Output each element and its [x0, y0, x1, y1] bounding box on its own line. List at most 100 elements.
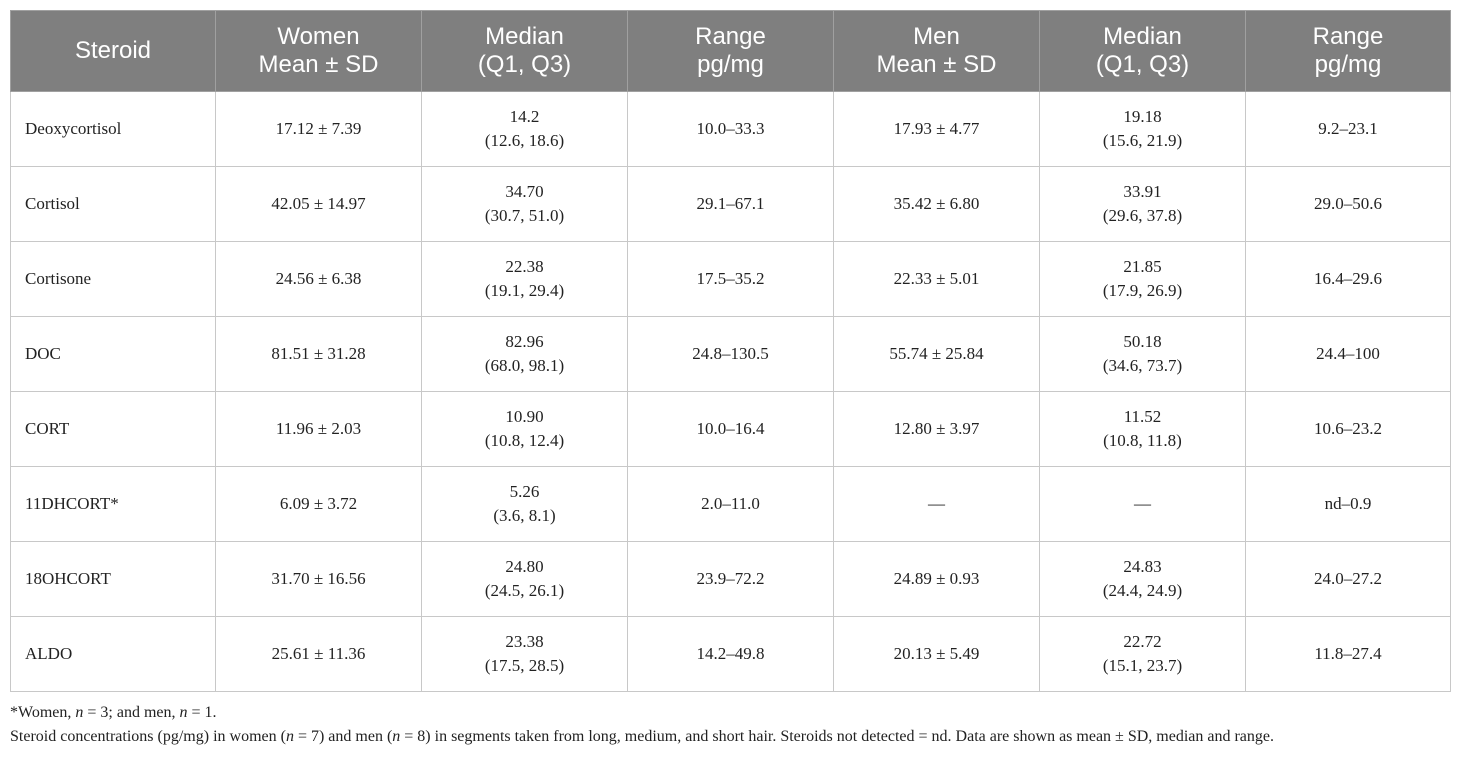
value-cell: 14.2 (12.6, 18.6)	[421, 91, 628, 167]
value-cell: 29.1–67.1	[627, 166, 834, 242]
cell-text: 55.74 ± 25.84	[889, 344, 984, 363]
cell-text: 31.70 ± 16.56	[271, 569, 366, 588]
column-header-line: Mean ± SD	[258, 51, 379, 78]
table-notes: *Women, n = 3; and men, n = 1. Steroid c…	[10, 701, 1455, 749]
value-cell: nd–0.9	[1245, 466, 1451, 542]
cell-text: 24.8–130.5	[692, 344, 769, 363]
cell-text: 29.0–50.6	[1314, 194, 1382, 213]
cell-text: 19.18	[1123, 107, 1162, 126]
value-cell: 17.5–35.2	[627, 241, 834, 317]
cell-text: 29.1–67.1	[696, 194, 765, 213]
steroid-name-cell: CORT	[10, 391, 216, 467]
column-header-line: pg/mg	[697, 51, 764, 78]
table-row: 11DHCORT* 6.09 ± 3.72 5.26 (3.6, 8.1) 2.0–11…	[10, 466, 1451, 542]
cell-text: 12.80 ± 3.97	[893, 419, 980, 438]
cell-text: ALDO	[25, 644, 73, 663]
value-cell: 22.38 (19.1, 29.4)	[421, 241, 628, 317]
value-cell: 24.4–100	[1245, 316, 1451, 392]
value-cell: 81.51 ± 31.28	[215, 316, 422, 392]
steroid-name-cell: ALDO	[10, 616, 216, 692]
cell-text: (15.6, 21.9)	[1102, 131, 1183, 150]
value-cell: 17.12 ± 7.39	[215, 91, 422, 167]
column-header-line: Mean ± SD	[876, 51, 997, 78]
table-body: Deoxycortisol 17.12 ± 7.39 14.2 (12.6, 18.6…	[10, 91, 1451, 692]
value-cell: 24.56 ± 6.38	[215, 241, 422, 317]
caption-n: n	[392, 728, 401, 745]
value-cell: 10.0–33.3	[627, 91, 834, 167]
caption-text: Steroid concentrations (pg/mg) in women …	[10, 728, 286, 745]
cell-text: Deoxycortisol	[25, 119, 122, 138]
column-header-line: Median	[485, 23, 564, 50]
cell-text: 11.52	[1123, 407, 1162, 426]
cell-text: —	[928, 494, 945, 513]
cell-text: 11.96 ± 2.03	[275, 419, 362, 438]
cell-text: (24.5, 26.1)	[484, 581, 565, 600]
steroid-name-cell: DOC	[10, 316, 216, 392]
table-row: DOC 81.51 ± 31.28 82.96 (68.0, 98.1) 24.8–13…	[10, 316, 1451, 392]
cell-text: 24.4–100	[1316, 344, 1380, 363]
cell-text: 23.38	[505, 632, 544, 651]
column-header-line: Median	[1103, 23, 1182, 50]
value-cell: 24.0–27.2	[1245, 541, 1451, 617]
footnote-text: *Women,	[10, 704, 76, 721]
cell-text: (17.9, 26.9)	[1102, 281, 1183, 300]
cell-text: (68.0, 98.1)	[484, 356, 565, 375]
value-cell: 82.96 (68.0, 98.1)	[421, 316, 628, 392]
cell-text: 21.85	[1123, 257, 1162, 276]
value-cell: 11.96 ± 2.03	[215, 391, 422, 467]
value-cell: 24.80 (24.5, 26.1)	[421, 541, 628, 617]
cell-text: 22.33 ± 5.01	[893, 269, 980, 288]
cell-text: —	[1134, 494, 1151, 513]
value-cell: 22.72 (15.1, 23.7)	[1039, 616, 1246, 692]
cell-text: 14.2	[509, 107, 540, 126]
column-header: Median (Q1, Q3)	[421, 10, 628, 92]
cell-text: 50.18	[1123, 332, 1162, 351]
cell-text: 24.0–27.2	[1314, 569, 1382, 588]
table-row: Deoxycortisol 17.12 ± 7.39 14.2 (12.6, 18.6…	[10, 91, 1451, 167]
value-cell: 29.0–50.6	[1245, 166, 1451, 242]
steroid-name-cell: 11DHCORT*	[10, 466, 216, 542]
cell-text: 82.96	[505, 332, 544, 351]
steroid-name-cell: Cortisone	[10, 241, 216, 317]
value-cell: 16.4–29.6	[1245, 241, 1451, 317]
cell-text: 10.90	[505, 407, 544, 426]
value-cell: 42.05 ± 14.97	[215, 166, 422, 242]
cell-text: 16.4–29.6	[1314, 269, 1382, 288]
cell-text: (10.8, 12.4)	[484, 431, 565, 450]
value-cell: 9.2–23.1	[1245, 91, 1451, 167]
value-cell: 21.85 (17.9, 26.9)	[1039, 241, 1246, 317]
value-cell: 25.61 ± 11.36	[215, 616, 422, 692]
caption-n: n	[285, 728, 294, 745]
cell-text: Cortisol	[25, 194, 80, 213]
value-cell: 33.91 (29.6, 37.8)	[1039, 166, 1246, 242]
value-cell: 22.33 ± 5.01	[833, 241, 1040, 317]
value-cell: 14.2–49.8	[627, 616, 834, 692]
value-cell: 24.8–130.5	[627, 316, 834, 392]
cell-text: 22.72	[1123, 632, 1162, 651]
value-cell: 31.70 ± 16.56	[215, 541, 422, 617]
cell-text: (10.8, 11.8)	[1103, 431, 1182, 450]
column-header: Women Mean ± SD	[215, 10, 422, 92]
cell-text: (24.4, 24.9)	[1102, 581, 1183, 600]
cell-text: (15.1, 23.7)	[1102, 656, 1183, 675]
header-row: Steroid Women Mean ± SD Median (Q1, Q3) Range…	[10, 10, 1451, 92]
value-cell: 24.83 (24.4, 24.9)	[1039, 541, 1246, 617]
column-header: Range pg/mg	[1245, 10, 1451, 92]
value-cell: 19.18 (15.6, 21.9)	[1039, 91, 1246, 167]
cell-text: 34.70	[505, 182, 544, 201]
cell-text: (19.1, 29.4)	[484, 281, 565, 300]
cell-text: (12.6, 18.6)	[484, 131, 565, 150]
cell-text: nd–0.9	[1324, 494, 1372, 513]
value-cell: 10.90 (10.8, 12.4)	[421, 391, 628, 467]
column-header-line: Range	[1312, 23, 1384, 50]
cell-text: 2.0–11.0	[701, 494, 760, 513]
value-cell: —	[833, 466, 1040, 542]
cell-text: 17.5–35.2	[696, 269, 765, 288]
cell-text: 42.05 ± 14.97	[271, 194, 366, 213]
cell-text: 11DHCORT*	[25, 494, 119, 513]
cell-text: DOC	[25, 344, 61, 363]
caption-text: = 8) in segments taken from long, medium…	[400, 728, 1274, 745]
cell-text: (34.6, 73.7)	[1102, 356, 1183, 375]
column-header: Steroid	[10, 10, 216, 92]
footnote-asterisk: *Women, n = 3; and men, n = 1.	[10, 701, 1455, 725]
